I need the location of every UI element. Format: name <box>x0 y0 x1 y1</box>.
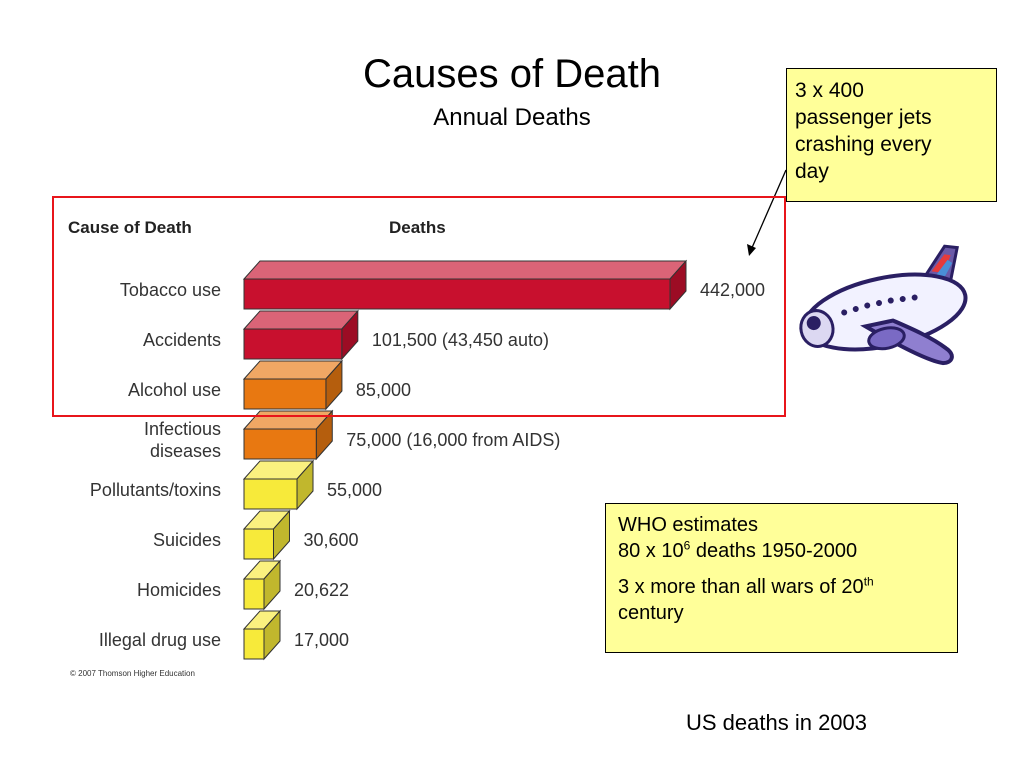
category-label: Alcohol use <box>128 380 221 400</box>
callout-line-1: 3 x 400 <box>795 79 864 102</box>
who-line-3: 3 x more than all wars of 20th century <box>618 574 874 624</box>
bar <box>243 578 265 610</box>
value-label: 101,500 (43,450 auto) <box>372 330 549 350</box>
value-label: 85,000 <box>356 380 411 400</box>
jets-callout-box: 3 x 400 passenger jets crashing every da… <box>786 68 997 202</box>
value-label: 30,600 <box>303 530 358 550</box>
column-header-cause: Cause of Death <box>68 218 192 237</box>
callout-line-2: passenger jets <box>795 106 932 129</box>
bar <box>243 328 343 360</box>
category-label: Accidents <box>143 330 221 350</box>
value-label: 55,000 <box>327 480 382 500</box>
bar-group: Tobacco use 442,000 <box>120 259 765 311</box>
bar-group: Alcohol use 85,000 <box>128 359 411 411</box>
bar <box>243 628 265 660</box>
bar-group: Suicides 30,600 <box>153 509 359 561</box>
column-header-deaths: Deaths <box>389 218 446 237</box>
value-label: 17,000 <box>294 630 349 650</box>
who-line-2: 80 x 106 deaths 1950-2000 <box>618 538 858 562</box>
category-label: Pollutants/toxins <box>90 480 221 500</box>
who-line-1: WHO estimates <box>618 514 759 536</box>
bar <box>243 278 671 310</box>
bar <box>243 528 274 560</box>
category-label: Infectious diseases <box>144 419 221 461</box>
slide-subtitle: Annual Deaths <box>433 104 591 131</box>
highlight-box <box>52 196 786 417</box>
category-label: Homicides <box>137 580 221 600</box>
bar-group: Pollutants/toxins 55,000 <box>90 459 382 511</box>
bar-group: Infectious diseases 75,000 (16,000 from AI… <box>144 409 560 461</box>
value-label: 442,000 <box>700 280 765 300</box>
value-label: 20,622 <box>294 580 349 600</box>
callout-arrow <box>747 169 787 256</box>
bar <box>243 428 317 460</box>
callout-line-4: day <box>795 160 829 183</box>
copyright-text: © 2007 Thomson Higher Education <box>70 669 195 678</box>
who-estimates-box: WHO estimates 80 x 106 deaths 1950-2000 … <box>605 503 958 653</box>
category-label: Tobacco use <box>120 280 221 300</box>
footer-note: US deaths in 2003 <box>686 710 868 735</box>
bar <box>243 478 298 510</box>
airplane-icon <box>799 244 968 366</box>
bar <box>243 378 327 410</box>
slide-title: Causes of Death <box>363 52 661 96</box>
bar-group: Illegal drug use 17,000 <box>99 609 349 661</box>
value-label: 75,000 (16,000 from AIDS) <box>346 430 560 450</box>
category-label: Illegal drug use <box>99 630 221 650</box>
category-label: Suicides <box>153 530 221 550</box>
callout-line-3: crashing every <box>795 133 932 156</box>
bar-group: Homicides 20,622 <box>137 559 349 611</box>
bar-group: Accidents 101,500 (43,450 auto) <box>143 309 549 361</box>
